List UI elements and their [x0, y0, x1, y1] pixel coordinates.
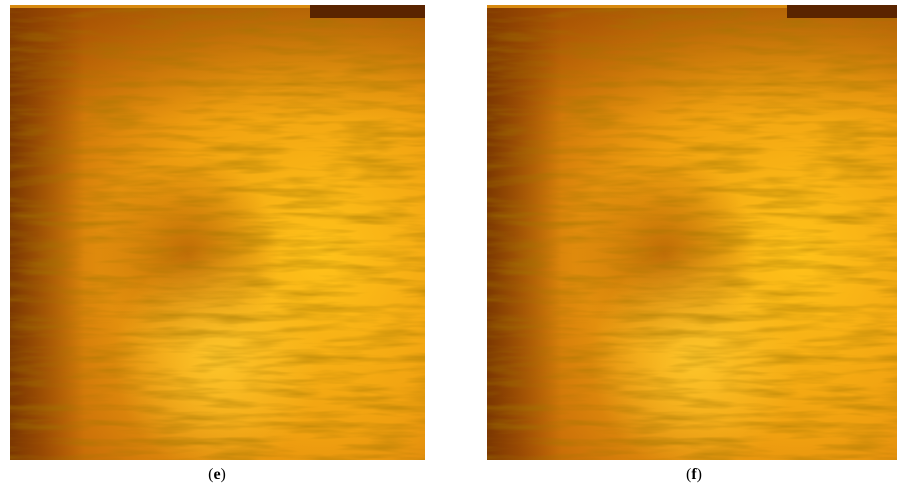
caption-letter: e [213, 466, 220, 483]
panel-image [10, 5, 425, 460]
panel-caption: (f) [664, 466, 724, 484]
caption-close: ) [221, 466, 226, 483]
panel-image [487, 5, 897, 460]
figure [0, 0, 897, 493]
panel-caption: (e) [187, 466, 247, 484]
caption-close: ) [697, 466, 702, 483]
page: {"panels": [{"open": "(", "letter": "e",… [0, 0, 897, 493]
